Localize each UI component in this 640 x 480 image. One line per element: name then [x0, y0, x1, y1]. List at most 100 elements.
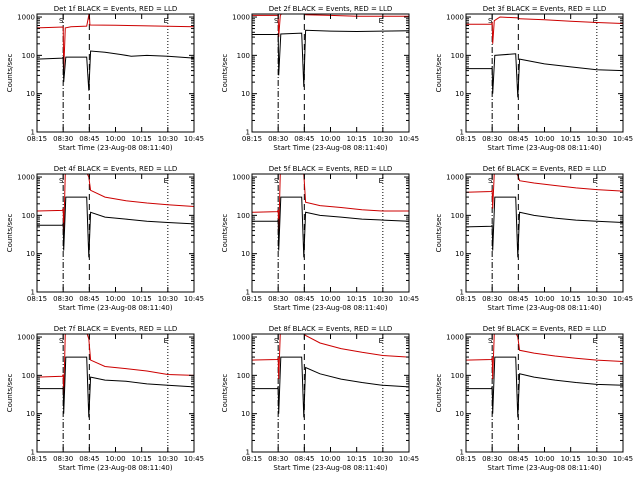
x-tick-label: 10:15: [132, 455, 152, 463]
x-tick-label: 08:30: [53, 455, 73, 463]
x-tick-label: 10:45: [184, 135, 204, 143]
x-tick-label: 10:45: [613, 455, 633, 463]
marker-label: S: [59, 337, 64, 345]
series-events: [37, 50, 194, 91]
panel-title: Det 4f BLACK = Events, RED = LLD: [54, 165, 177, 173]
series-events: [37, 356, 194, 418]
y-tick-label: 1000: [232, 174, 250, 182]
x-tick-label: 08:30: [482, 135, 502, 143]
y-axis-label: Counts/sec: [435, 54, 443, 93]
panel-9: Det 9f BLACK = Events, RED = LLD S E 1 10 100…: [435, 325, 633, 472]
x-axis-label: Start Time (23-Aug-08 08:11:40): [273, 144, 387, 152]
x-tick-label: 10:30: [158, 135, 178, 143]
marker-label: E: [593, 17, 597, 25]
x-tick-label: 10:15: [561, 295, 581, 303]
x-tick-label: 08:15: [456, 135, 476, 143]
y-axis-label: Counts/sec: [6, 54, 14, 93]
x-tick-label: 08:15: [456, 455, 476, 463]
x-tick-label: 10:45: [399, 455, 419, 463]
y-tick-label: 1: [460, 449, 464, 457]
x-axis-label: Start Time (23-Aug-08 08:11:40): [58, 304, 172, 312]
plot-frame: [251, 13, 410, 133]
series-events: [252, 29, 409, 87]
x-axis-label: Start Time (23-Aug-08 08:11:40): [487, 304, 601, 312]
x-tick-label: 10:30: [373, 455, 393, 463]
x-tick-label: 10:00: [320, 295, 340, 303]
x-tick-label: 10:15: [347, 135, 367, 143]
x-tick-label: 10:00: [534, 135, 554, 143]
marker-label: S: [274, 177, 279, 185]
x-axis-label: Start Time (23-Aug-08 08:11:40): [273, 464, 387, 472]
x-tick-label: 10:30: [373, 135, 393, 143]
y-tick-label: 100: [237, 372, 250, 380]
marker-label: E: [379, 337, 383, 345]
y-tick-label: 100: [451, 52, 464, 60]
x-tick-label: 08:15: [27, 295, 47, 303]
x-tick-label: 10:45: [613, 135, 633, 143]
x-tick-label: 10:30: [158, 455, 178, 463]
x-tick-label: 10:45: [184, 295, 204, 303]
series-events: [252, 196, 409, 258]
x-tick-label: 08:15: [242, 455, 262, 463]
series-lld: [466, 174, 623, 209]
x-tick-label: 08:30: [268, 135, 288, 143]
x-tick-label: 10:30: [587, 455, 607, 463]
x-tick-label: 10:30: [587, 135, 607, 143]
x-tick-label: 08:15: [242, 135, 262, 143]
y-tick-label: 10: [241, 250, 250, 258]
x-axis-label: Start Time (23-Aug-08 08:11:40): [58, 464, 172, 472]
y-tick-label: 100: [451, 372, 464, 380]
y-tick-label: 1: [460, 289, 464, 297]
series-lld: [37, 334, 194, 399]
x-tick-label: 08:45: [79, 455, 99, 463]
series-events: [252, 356, 409, 418]
x-tick-label: 08:45: [508, 135, 528, 143]
y-tick-label: 1000: [446, 14, 464, 22]
panel-2: Det 2f BLACK = Events, RED = LLD S E 1 10 100…: [221, 5, 419, 152]
x-tick-label: 10:30: [158, 295, 178, 303]
x-tick-label: 10:45: [184, 455, 204, 463]
y-tick-label: 1000: [17, 174, 35, 182]
y-axis-label: Counts/sec: [435, 214, 443, 253]
marker-label: E: [164, 17, 168, 25]
y-tick-label: 1000: [446, 334, 464, 342]
y-tick-label: 100: [22, 212, 35, 220]
y-tick-label: 1: [246, 289, 250, 297]
series-lld: [466, 334, 623, 380]
x-tick-label: 10:45: [399, 295, 419, 303]
y-tick-label: 10: [241, 90, 250, 98]
y-tick-label: 1: [460, 129, 464, 137]
x-tick-label: 08:30: [268, 455, 288, 463]
y-tick-label: 1000: [17, 334, 35, 342]
x-axis-label: Start Time (23-Aug-08 08:11:40): [58, 144, 172, 152]
plot-frame: [251, 173, 410, 293]
marker-label: E: [164, 337, 168, 345]
marker-label: E: [379, 17, 383, 25]
panel-4: Det 4f BLACK = Events, RED = LLD S E 1 10 100…: [6, 165, 204, 312]
x-tick-label: 08:15: [456, 295, 476, 303]
marker-label: S: [59, 177, 64, 185]
x-tick-label: 08:30: [53, 295, 73, 303]
marker-label: S: [488, 17, 493, 25]
x-tick-label: 08:15: [27, 455, 47, 463]
x-tick-label: 08:30: [268, 295, 288, 303]
plot-frame: [36, 173, 195, 293]
x-tick-label: 08:45: [79, 295, 99, 303]
x-tick-label: 10:15: [347, 295, 367, 303]
y-tick-label: 1: [246, 129, 250, 137]
panel-title: Det 6f BLACK = Events, RED = LLD: [483, 165, 606, 173]
x-tick-label: 08:45: [294, 455, 314, 463]
series-events: [37, 196, 194, 258]
y-axis-label: Counts/sec: [221, 374, 229, 413]
series-lld: [466, 16, 623, 44]
x-axis-label: Start Time (23-Aug-08 08:11:40): [487, 144, 601, 152]
x-tick-label: 10:00: [320, 455, 340, 463]
y-axis-label: Counts/sec: [221, 54, 229, 93]
x-tick-label: 10:00: [105, 455, 125, 463]
series-lld: [37, 174, 194, 236]
y-tick-label: 1000: [232, 14, 250, 22]
x-axis-label: Start Time (23-Aug-08 08:11:40): [273, 304, 387, 312]
y-tick-label: 1000: [446, 174, 464, 182]
x-tick-label: 10:00: [105, 295, 125, 303]
x-tick-label: 10:30: [587, 295, 607, 303]
